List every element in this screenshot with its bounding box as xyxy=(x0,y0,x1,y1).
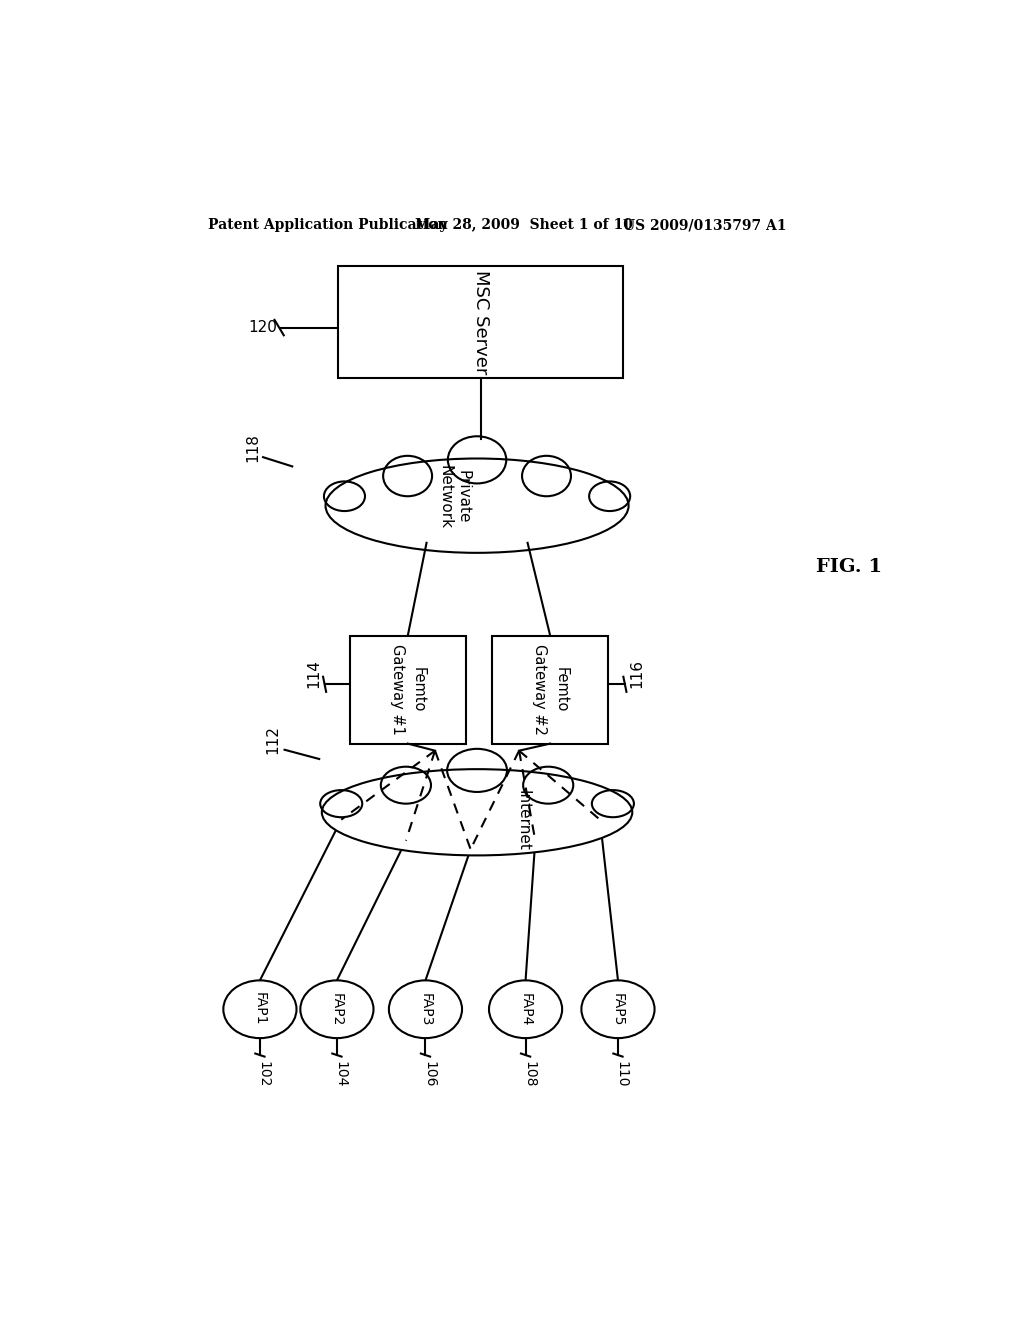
Text: Patent Application Publication: Patent Application Publication xyxy=(208,218,447,232)
Ellipse shape xyxy=(326,458,629,553)
Ellipse shape xyxy=(389,981,462,1038)
Text: FAP4: FAP4 xyxy=(518,993,532,1026)
Text: 106: 106 xyxy=(422,1061,436,1088)
Ellipse shape xyxy=(381,767,431,804)
Text: 120: 120 xyxy=(248,321,276,335)
Text: Internet: Internet xyxy=(516,791,530,851)
Text: Private
Network: Private Network xyxy=(438,465,470,529)
Bar xyxy=(493,636,608,743)
Text: 102: 102 xyxy=(257,1061,270,1088)
Ellipse shape xyxy=(589,482,630,511)
Ellipse shape xyxy=(522,455,571,496)
Ellipse shape xyxy=(582,981,654,1038)
Text: US 2009/0135797 A1: US 2009/0135797 A1 xyxy=(624,218,786,232)
Text: FAP2: FAP2 xyxy=(330,993,344,1026)
Ellipse shape xyxy=(321,791,362,817)
Text: 118: 118 xyxy=(245,433,260,462)
Ellipse shape xyxy=(383,455,432,496)
Text: 112: 112 xyxy=(265,725,281,754)
Text: 110: 110 xyxy=(614,1061,629,1088)
Ellipse shape xyxy=(223,981,297,1038)
Text: 114: 114 xyxy=(306,659,322,688)
Bar xyxy=(350,636,466,743)
Ellipse shape xyxy=(523,767,573,804)
Text: Femto
Gateway #2: Femto Gateway #2 xyxy=(532,644,568,735)
Text: MSC Server: MSC Server xyxy=(472,269,489,374)
Bar xyxy=(339,267,624,378)
Text: FAP1: FAP1 xyxy=(253,993,267,1026)
Text: 116: 116 xyxy=(630,659,644,688)
Ellipse shape xyxy=(322,770,632,855)
Ellipse shape xyxy=(592,791,634,817)
Text: May 28, 2009  Sheet 1 of 10: May 28, 2009 Sheet 1 of 10 xyxy=(416,218,633,232)
Ellipse shape xyxy=(447,748,507,792)
Text: FIG. 1: FIG. 1 xyxy=(816,557,882,576)
Text: FAP5: FAP5 xyxy=(611,993,625,1026)
Text: 104: 104 xyxy=(334,1061,348,1088)
Ellipse shape xyxy=(447,437,506,483)
Text: 108: 108 xyxy=(522,1061,537,1088)
Text: Femto
Gateway #1: Femto Gateway #1 xyxy=(390,644,426,735)
Ellipse shape xyxy=(300,981,374,1038)
Ellipse shape xyxy=(489,981,562,1038)
Text: FAP3: FAP3 xyxy=(419,993,432,1026)
Ellipse shape xyxy=(324,482,365,511)
